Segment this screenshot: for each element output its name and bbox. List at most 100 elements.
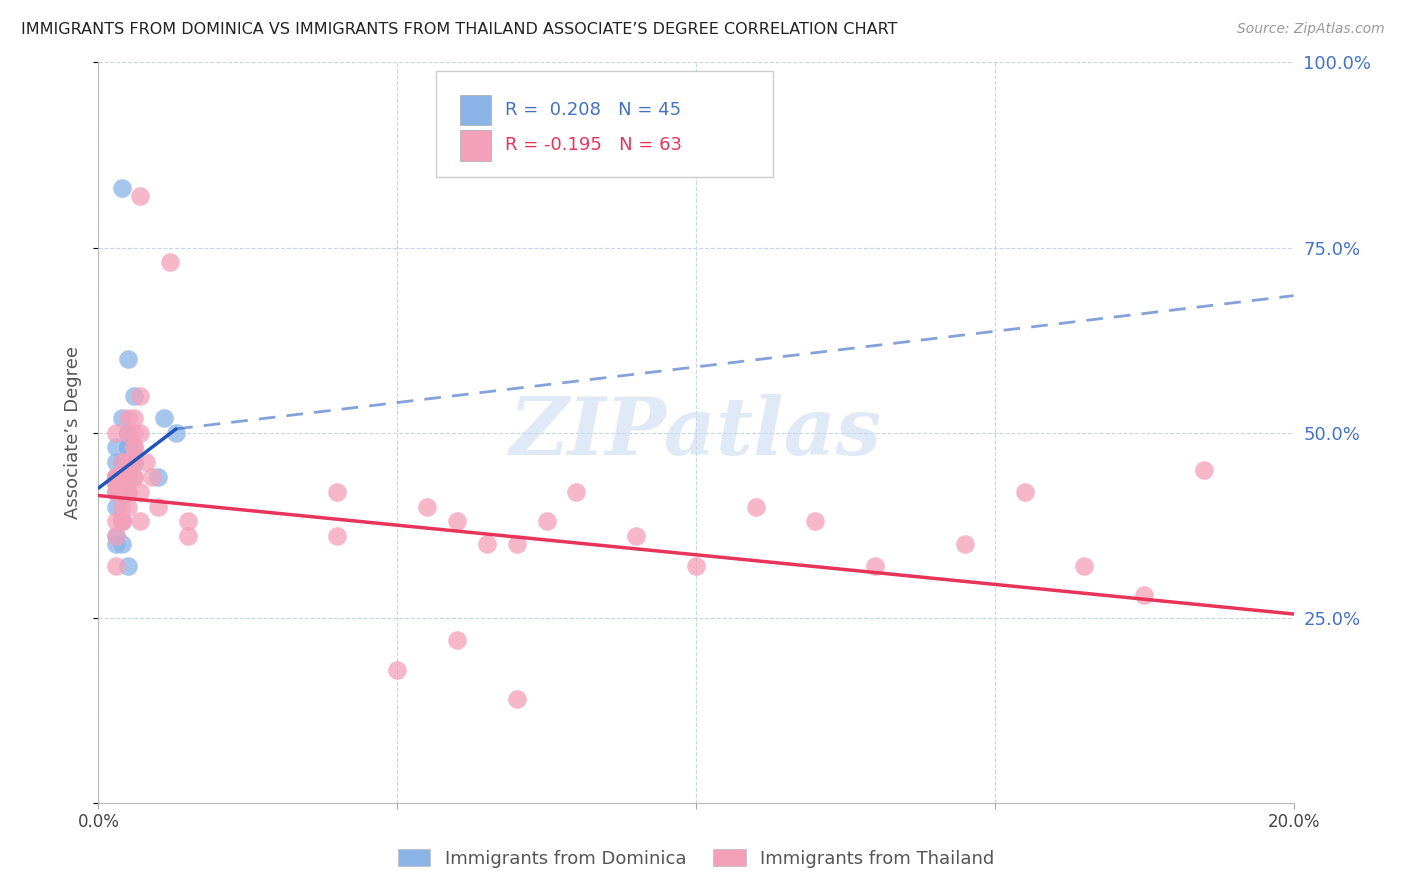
Point [111, 470, 134, 484]
Point [105, 515, 128, 529]
Point [105, 558, 128, 573]
Point [124, 455, 146, 469]
Point [105, 470, 128, 484]
Point [117, 425, 139, 440]
Point [565, 484, 588, 499]
Point [141, 470, 163, 484]
Point [326, 529, 349, 543]
Point [111, 484, 134, 499]
Point [506, 692, 529, 706]
Point [124, 448, 146, 462]
Point [117, 470, 139, 484]
Point [626, 529, 648, 543]
Point [111, 500, 134, 514]
Point [124, 441, 146, 455]
Point [111, 470, 134, 484]
Point [117, 470, 139, 484]
Text: R =  0.208   N = 45: R = 0.208 N = 45 [505, 101, 681, 119]
Point [124, 425, 146, 440]
Point [416, 500, 439, 514]
Point [105, 470, 128, 484]
Point [105, 470, 128, 484]
Point [326, 484, 349, 499]
Point [111, 470, 134, 484]
Point [124, 441, 146, 455]
Legend: Immigrants from Dominica, Immigrants from Thailand: Immigrants from Dominica, Immigrants fro… [398, 849, 994, 868]
Point [105, 484, 128, 499]
Text: R = -0.195   N = 63: R = -0.195 N = 63 [505, 136, 682, 154]
Point [446, 632, 468, 647]
Point [117, 441, 139, 455]
Point [117, 470, 139, 484]
Point [111, 455, 134, 469]
Point [124, 388, 146, 402]
Point [865, 558, 887, 573]
Point [148, 500, 170, 514]
Point [111, 536, 134, 550]
Point [446, 515, 468, 529]
Point [105, 536, 128, 550]
Point [475, 536, 498, 550]
Point [124, 455, 146, 469]
Point [536, 515, 558, 529]
Point [124, 470, 146, 484]
Point [117, 484, 139, 499]
Point [105, 529, 128, 543]
Point [177, 529, 200, 543]
Point [105, 484, 128, 499]
Point [111, 462, 134, 476]
Point [105, 477, 128, 491]
Point [129, 188, 152, 202]
Point [111, 455, 134, 469]
Point [117, 500, 139, 514]
Point [105, 500, 128, 514]
Point [506, 536, 529, 550]
Point [165, 425, 187, 440]
Point [117, 455, 139, 469]
Point [111, 181, 134, 195]
Point [745, 500, 768, 514]
Point [1073, 558, 1095, 573]
Point [111, 484, 134, 499]
Point [117, 484, 139, 499]
Point [953, 536, 976, 550]
Point [159, 255, 181, 269]
Point [117, 558, 139, 573]
Point [117, 410, 139, 425]
Point [111, 515, 134, 529]
Point [117, 441, 139, 455]
Point [117, 484, 139, 499]
Point [804, 515, 827, 529]
Point [117, 425, 139, 440]
Text: IMMIGRANTS FROM DOMINICA VS IMMIGRANTS FROM THAILAND ASSOCIATE’S DEGREE CORRELAT: IMMIGRANTS FROM DOMINICA VS IMMIGRANTS F… [21, 22, 897, 37]
Point [1133, 589, 1156, 603]
Point [129, 515, 152, 529]
Point [129, 425, 152, 440]
Point [111, 470, 134, 484]
Point [685, 558, 707, 573]
Text: Source: ZipAtlas.com: Source: ZipAtlas.com [1237, 22, 1385, 37]
Point [124, 410, 146, 425]
Point [385, 663, 409, 677]
Point [105, 484, 128, 499]
Point [153, 410, 176, 425]
Point [117, 441, 139, 455]
Point [105, 470, 128, 484]
Point [1192, 462, 1215, 476]
Point [105, 425, 128, 440]
Point [105, 477, 128, 491]
Point [1014, 484, 1036, 499]
Point [111, 484, 134, 499]
Point [117, 425, 139, 440]
Point [111, 484, 134, 499]
Point [129, 388, 152, 402]
Point [105, 470, 128, 484]
Point [135, 455, 157, 469]
Point [129, 484, 152, 499]
Y-axis label: Associate’s Degree: Associate’s Degree [65, 346, 83, 519]
Point [117, 351, 139, 366]
Point [111, 470, 134, 484]
Point [177, 515, 200, 529]
Point [111, 455, 134, 469]
Point [105, 470, 128, 484]
